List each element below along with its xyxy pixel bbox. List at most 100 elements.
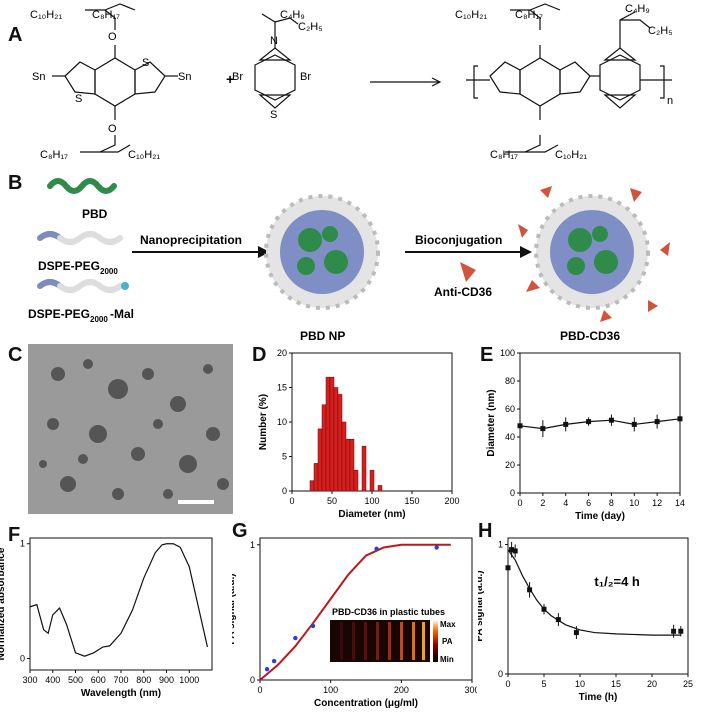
step-label: Nanoprecipitation [140,233,242,247]
data-point [434,545,439,550]
histogram-bar [333,387,339,492]
histogram-bar [309,480,315,492]
chain-label: C₂H₅ [648,25,673,37]
data-point [671,628,677,634]
data-point [505,565,511,571]
panel-letter-d: D [252,344,267,366]
data-point [608,417,614,423]
chart-h: 0 5 10 15 20 25 0 1 Time (h) PA signal (a.u.) t₁/₂… [478,537,693,703]
chain-label: C₁₀H₂₁ [455,9,487,21]
atom-label: Sn [178,71,191,83]
y-axis-label: Diameter (nm) [486,389,497,456]
component-label: DSPE-PEG [28,307,90,321]
y-tick-label: 1 [498,539,503,549]
data-point [654,419,660,425]
fit-curve [259,543,451,681]
x-tick-label: 5 [541,679,546,689]
x-tick-label: 200 [394,685,409,695]
y-tick-label: 0 [282,486,287,496]
atom-label: Sn [32,71,45,83]
pbd-np-icon [264,194,380,310]
panel-letter-e: E [480,344,494,366]
tube-signal [400,622,403,660]
histogram-bar [353,470,359,492]
chain-label: C₈H₁₇ [40,149,68,161]
component-label: PBD [82,207,108,221]
colorbar-max: Max [440,620,456,629]
atom-label: O [108,31,117,43]
x-tick-label: 500 [68,675,83,685]
x-axis-label: Diameter (nm) [338,509,405,520]
data-point [264,666,270,672]
atom-label: S [75,93,82,105]
histogram-bar [377,485,383,492]
chain-label: C₁₀H₂₁ [555,149,587,161]
x-tick-label: 14 [675,498,685,508]
chain-label: C₈H₁₇ [92,9,120,21]
panel-letter-b: B [8,172,23,194]
tube-signal [364,622,367,660]
colorbar-label: PA [442,637,453,646]
atom-label: Br [232,71,243,83]
tube-signal [422,622,425,660]
histogram-bar [329,376,335,492]
panel-letter-c: C [8,344,23,366]
plus-sign: + [226,71,234,87]
y-axis-label: Number (%) [258,394,269,450]
chart-g: 0 100 200 300 0 1 Concentration (μg/ml) PA sign… [232,537,477,709]
data-point [293,635,298,641]
x-axis-label: Wavelength (nm) [81,688,161,699]
data-point [573,630,579,636]
atom-label: Br [300,71,311,83]
half-life-annotation: t₁/₂=4 h [594,574,640,589]
np-label: PBD NP [300,329,345,340]
histogram-bar [369,470,375,492]
data-point [271,658,277,664]
chain-label: C₈H₁₇ [490,149,518,161]
x-tick-label: 8 [609,498,614,508]
atom-label: N [270,35,278,47]
y-tick-label: 1 [250,540,255,550]
y-tick-label: 0 [510,488,515,498]
x-tick-label: 100 [364,496,379,506]
x-tick-label: 50 [327,496,337,506]
histogram-bar [345,439,351,492]
x-tick-label: 400 [45,675,60,685]
panel-letter-h: H [478,520,493,542]
absorbance-curve [29,543,209,657]
y-tick-label: 0 [498,669,503,679]
tube-signal [340,622,343,660]
y-tick-label: 40 [505,432,515,442]
x-tick-label: 0 [505,679,510,689]
chain-label: C₂H₅ [298,21,323,33]
histogram-bar [361,445,367,492]
chain-label: C₄H₉ [625,3,650,15]
data-point [677,416,683,422]
chain-label: C₈H₁₇ [515,9,543,21]
antibody-label: Anti-CD36 [434,285,492,299]
data-point [563,421,569,427]
data-point [517,423,523,429]
chain-label: C₁₀H₂₁ [30,9,62,21]
x-tick-label: 10 [575,679,585,689]
series-line [519,418,681,430]
x-tick-label: 6 [586,498,591,508]
tube-signal [352,622,355,660]
component-label: -Mal [110,307,134,321]
panel-letter-f: F [8,524,21,546]
x-tick-label: 600 [91,675,106,685]
component-label: DSPE-PEG [38,259,100,273]
data-point [678,628,684,634]
data-point [555,617,561,623]
subscript-label: 2000 [100,267,118,276]
plot-frame [507,537,689,675]
x-axis-label: Time (h) [579,692,618,703]
chain-label: C₁₀H₂₁ [128,149,160,161]
y-tick-label: 80 [505,376,515,386]
colorbar [433,620,438,662]
chart-f: 300 400 500 600 700 800 900 1000 0 1 Wavelength (n… [0,537,213,699]
data-point [527,587,533,593]
x-tick-label: 700 [113,675,128,685]
y-tick-label: 100 [500,348,515,358]
pbd-cd36-icon [518,186,670,322]
